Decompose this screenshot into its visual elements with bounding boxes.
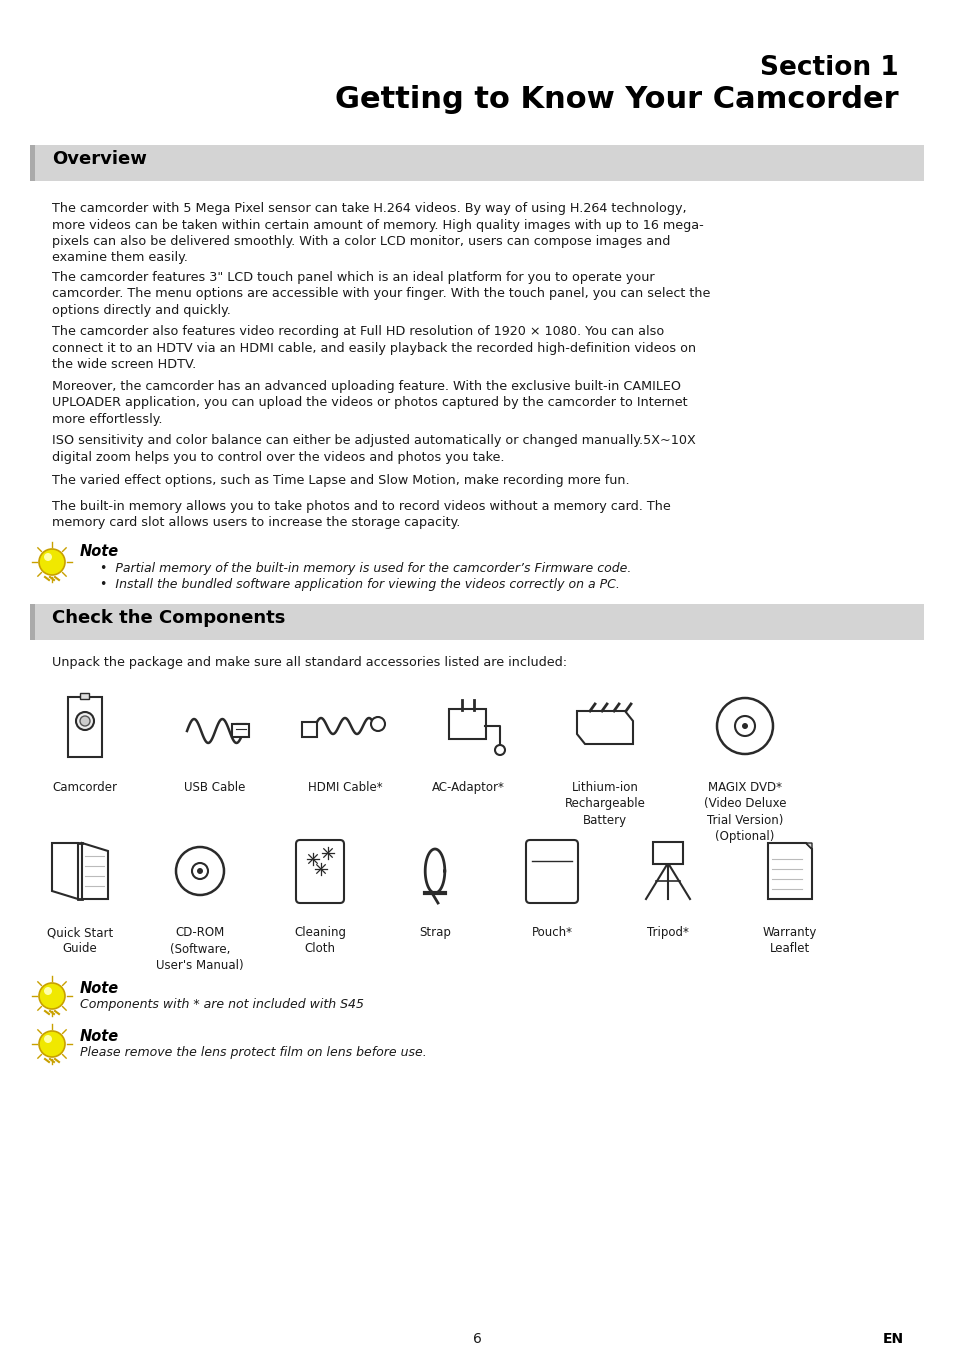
Circle shape xyxy=(39,1031,65,1057)
FancyBboxPatch shape xyxy=(68,697,102,757)
FancyBboxPatch shape xyxy=(80,693,90,698)
Text: Cleaning
Cloth: Cleaning Cloth xyxy=(294,926,346,956)
Text: USB Cable: USB Cable xyxy=(184,782,246,794)
Circle shape xyxy=(196,868,203,873)
Text: Note: Note xyxy=(80,1029,119,1044)
FancyBboxPatch shape xyxy=(302,721,317,737)
Text: EN: EN xyxy=(882,1332,903,1346)
Circle shape xyxy=(39,983,65,1008)
Circle shape xyxy=(76,711,94,730)
FancyBboxPatch shape xyxy=(233,724,250,737)
Text: Quick Start
Guide: Quick Start Guide xyxy=(47,926,113,956)
Text: The varied effect options, such as Time Lapse and Slow Motion, make recording mo: The varied effect options, such as Time … xyxy=(52,474,629,487)
Text: Check the Components: Check the Components xyxy=(52,609,285,626)
Circle shape xyxy=(734,716,754,736)
Text: Warranty
Leaflet: Warranty Leaflet xyxy=(762,926,817,956)
Text: MAGIX DVD*
(Video Deluxe
Trial Version)
(Optional): MAGIX DVD* (Video Deluxe Trial Version) … xyxy=(703,782,785,844)
Text: CD-ROM
(Software,
User's Manual): CD-ROM (Software, User's Manual) xyxy=(156,926,244,972)
Text: Lithium-ion
Rechargeable
Battery: Lithium-ion Rechargeable Battery xyxy=(564,782,645,828)
FancyBboxPatch shape xyxy=(30,144,923,181)
Text: 6: 6 xyxy=(472,1332,481,1346)
Text: The camcorder with 5 Mega Pixel sensor can take H.264 videos. By way of using H.: The camcorder with 5 Mega Pixel sensor c… xyxy=(52,202,703,265)
Polygon shape xyxy=(805,842,811,849)
Text: Strap: Strap xyxy=(418,926,451,940)
Text: Getting to Know Your Camcorder: Getting to Know Your Camcorder xyxy=(335,85,898,113)
Circle shape xyxy=(44,554,52,562)
Circle shape xyxy=(80,716,90,726)
FancyBboxPatch shape xyxy=(30,603,923,640)
Circle shape xyxy=(717,698,772,755)
Circle shape xyxy=(371,717,385,730)
Text: The built-in memory allows you to take photos and to record videos without a mem: The built-in memory allows you to take p… xyxy=(52,500,670,529)
Text: •  Partial memory of the built-in memory is used for the camcorder’s Firmware co: • Partial memory of the built-in memory … xyxy=(100,562,631,575)
Text: Tripod*: Tripod* xyxy=(646,926,688,940)
Circle shape xyxy=(192,863,208,879)
FancyBboxPatch shape xyxy=(525,840,578,903)
Polygon shape xyxy=(82,842,108,899)
Text: ISO sensitivity and color balance can either be adjusted automatically or change: ISO sensitivity and color balance can ei… xyxy=(52,435,695,464)
Text: Note: Note xyxy=(80,544,119,559)
Circle shape xyxy=(44,1035,52,1044)
Text: •  Install the bundled software application for viewing the videos correctly on : • Install the bundled software applicati… xyxy=(100,578,619,591)
Text: The camcorder also features video recording at Full HD resolution of 1920 × 1080: The camcorder also features video record… xyxy=(52,325,696,371)
Circle shape xyxy=(175,846,224,895)
Text: Overview: Overview xyxy=(52,150,147,167)
FancyBboxPatch shape xyxy=(295,840,344,903)
Text: AC-Adaptor*: AC-Adaptor* xyxy=(431,782,504,794)
Polygon shape xyxy=(52,842,78,899)
FancyBboxPatch shape xyxy=(449,709,485,738)
FancyBboxPatch shape xyxy=(30,603,35,640)
Text: Note: Note xyxy=(80,981,119,996)
Text: Section 1: Section 1 xyxy=(760,55,898,81)
Text: HDMI Cable*: HDMI Cable* xyxy=(308,782,382,794)
Text: The camcorder features 3" LCD touch panel which is an ideal platform for you to : The camcorder features 3" LCD touch pane… xyxy=(52,271,710,317)
Text: Unpack the package and make sure all standard accessories listed are included:: Unpack the package and make sure all sta… xyxy=(52,656,566,670)
Circle shape xyxy=(39,549,65,575)
Circle shape xyxy=(741,724,747,729)
Polygon shape xyxy=(577,711,633,744)
FancyBboxPatch shape xyxy=(30,144,35,181)
FancyBboxPatch shape xyxy=(652,842,682,864)
Circle shape xyxy=(495,745,504,755)
Circle shape xyxy=(44,987,52,995)
Text: Moreover, the camcorder has an advanced uploading feature. With the exclusive bu: Moreover, the camcorder has an advanced … xyxy=(52,379,687,427)
Text: Camcorder: Camcorder xyxy=(52,782,117,794)
Text: Please remove the lens protect film on lens before use.: Please remove the lens protect film on l… xyxy=(80,1046,426,1058)
Text: Pouch*: Pouch* xyxy=(531,926,572,940)
Text: Components with * are not included with S45: Components with * are not included with … xyxy=(80,998,364,1011)
Polygon shape xyxy=(767,842,811,899)
